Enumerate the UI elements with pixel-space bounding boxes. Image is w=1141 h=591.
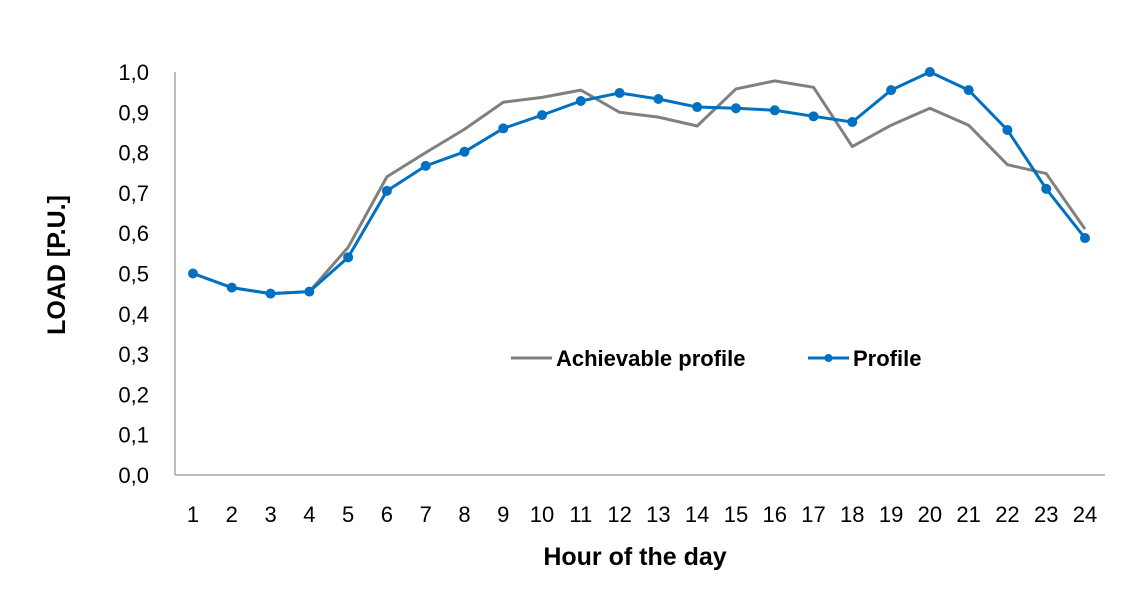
x-tick-label: 11 [569,502,592,527]
x-tick-label: 7 [420,502,432,527]
data-point-marker [459,146,470,157]
x-tick-label: 23 [1034,502,1058,527]
y-tick-label: 0,9 [118,100,149,125]
y-tick-label: 1,0 [118,60,149,85]
x-tick-label: 13 [646,502,670,527]
legend-item-profile: Profile [808,346,921,371]
series-line [192,79,1087,296]
data-point-marker [886,85,897,96]
data-point-marker [730,103,741,114]
series-profile [188,67,1090,299]
x-tick-label: 16 [762,502,786,527]
x-tick-label: 1 [187,502,199,527]
x-tick-label: 4 [303,502,315,527]
y-tick-label: 0,1 [118,423,149,448]
data-point-marker [188,268,198,279]
x-tick-label: 2 [226,502,238,527]
x-axis-title: Hour of the day [543,543,726,571]
y-tick-label: 0,2 [118,382,149,407]
y-tick-label: 0,8 [118,141,149,166]
x-tick-label: 8 [458,502,470,527]
data-point-marker [1002,125,1013,136]
y-tick-label: 0,0 [118,463,149,488]
x-tick-label: 18 [840,502,864,527]
data-point-marker [226,282,237,293]
y-tick-label: 0,3 [118,342,149,367]
data-point-marker [614,87,625,98]
data-point-marker [343,252,354,263]
y-tick-label: 0,5 [118,262,149,287]
x-tick-label: 9 [497,502,509,527]
data-point-marker [924,67,935,77]
data-point-marker [808,111,819,122]
x-tick-label: 5 [342,502,354,527]
x-axis-ticks: 1 2 3 4 5 6 7 8 9 10 11 12 13 14 15 16 17 18 19 20 21 22 23 24 [187,502,1097,527]
x-tick-label: 21 [956,502,980,527]
series-layer [188,67,1090,299]
y-tick-label: 0,7 [118,181,149,206]
legend-marker-icon [824,354,833,362]
series-achievable-profile [192,79,1087,296]
legend-label: Profile [853,346,921,371]
x-tick-label: 20 [918,502,942,527]
data-point-marker [653,94,664,105]
legend: Achievable profile Profile [511,346,921,371]
legend-item-achievable: Achievable profile [511,346,746,371]
data-point-marker [1080,233,1090,244]
data-point-marker [304,286,315,297]
y-axis-title: LOAD [P.U.] [43,195,71,335]
x-tick-label: 17 [801,502,825,527]
y-tick-label: 0,6 [118,221,149,246]
y-tick-label: 0,4 [118,302,149,327]
x-tick-label: 12 [607,502,631,527]
x-tick-label: 14 [685,502,709,527]
data-point-marker [575,96,586,107]
x-tick-label: 15 [724,502,748,527]
series-line [192,70,1087,296]
x-tick-label: 6 [381,502,393,527]
data-point-marker [498,123,509,134]
data-point-marker [769,105,780,116]
x-tick-label: 3 [264,502,276,527]
x-tick-label: 10 [530,502,554,527]
x-tick-label: 24 [1073,502,1097,527]
data-point-marker [1041,183,1052,194]
data-point-marker [420,160,431,171]
legend-label: Achievable profile [556,346,746,371]
data-point-marker [847,116,858,127]
data-point-marker [537,110,548,121]
x-tick-label: 19 [879,502,903,527]
x-tick-label: 22 [995,502,1019,527]
data-point-marker [381,185,392,196]
data-point-marker [963,85,974,96]
data-point-marker [265,288,276,299]
y-axis-ticks: 0,0 0,1 0,2 0,3 0,4 0,5 0,6 0,7 0,8 0,9 1,0 [118,60,149,488]
data-point-marker [692,102,703,113]
